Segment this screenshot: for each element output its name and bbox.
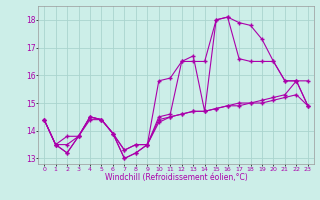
X-axis label: Windchill (Refroidissement éolien,°C): Windchill (Refroidissement éolien,°C) xyxy=(105,173,247,182)
